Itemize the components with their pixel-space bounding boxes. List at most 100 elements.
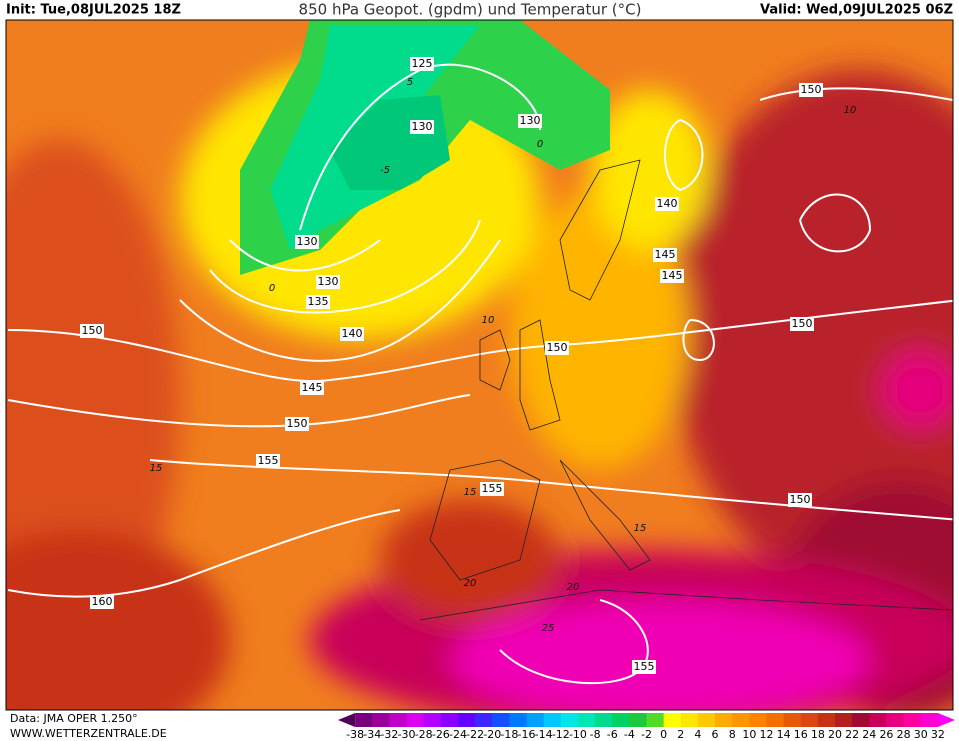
temperature-label: 20 — [464, 578, 477, 589]
geopotential-label: 155 — [634, 660, 655, 673]
legend-swatch — [629, 713, 647, 727]
label-box — [655, 197, 679, 211]
legend-swatch — [457, 713, 476, 727]
legend-swatch — [372, 713, 390, 727]
legend-label: -14 — [535, 728, 553, 741]
label-box — [410, 57, 434, 71]
geopotential-label: 145 — [302, 381, 323, 394]
geopotential-label: 130 — [318, 275, 339, 288]
legend-swatch — [543, 713, 562, 727]
legend-label: -26 — [432, 728, 450, 741]
label-box — [80, 324, 104, 338]
legend-label: 32 — [931, 728, 945, 741]
legend-swatch — [732, 713, 750, 727]
label-box — [340, 327, 364, 341]
temperature-label: 15 — [150, 463, 163, 474]
label-box — [256, 454, 280, 468]
legend-swatch — [595, 713, 613, 727]
geopotential-label: 130 — [520, 114, 541, 127]
legend-swatch — [423, 713, 442, 727]
legend-label: -18 — [500, 728, 518, 741]
geopotential-label: 140 — [342, 327, 363, 340]
legend-label: 30 — [914, 728, 928, 741]
legend-swatch — [869, 713, 887, 727]
legend-swatch — [852, 713, 870, 727]
legend-label: 10 — [742, 728, 756, 741]
legend-swatch — [886, 713, 905, 727]
geopotential-label: 150 — [792, 317, 813, 330]
legend-label: 12 — [759, 728, 773, 741]
legend-label: 22 — [845, 728, 859, 741]
legend-swatch — [715, 713, 733, 727]
legend-label: 8 — [729, 728, 736, 741]
geopotential-label: 125 — [412, 57, 433, 70]
legend-label: 6 — [712, 728, 719, 741]
legend-swatch — [612, 713, 630, 727]
geopotential-label: 130 — [297, 235, 318, 248]
geopotential-label: 145 — [655, 248, 676, 261]
legend-swatch — [680, 713, 699, 727]
label-box — [285, 417, 309, 431]
geopotential-label: 150 — [790, 493, 811, 506]
legend-label: -16 — [518, 728, 536, 741]
geopotential-label: 150 — [82, 324, 103, 337]
temperature-label: 15 — [464, 487, 477, 498]
label-box — [410, 120, 434, 134]
color-legend: -38 -34 -32 -30 -28 -26 -24 -22 -20 -18 -16 -14 -12-… — [338, 713, 955, 741]
legend-label: -22 — [466, 728, 484, 741]
legend-swatch — [440, 713, 459, 727]
legend-swatch — [749, 713, 767, 727]
legend-label: -8 — [590, 728, 601, 741]
label-box — [790, 317, 814, 331]
label-box — [788, 493, 812, 507]
geopotential-label: 150 — [547, 341, 568, 354]
legend-label: -4 — [624, 728, 635, 741]
legend-label: 2 — [677, 728, 684, 741]
legend-label: 16 — [794, 728, 808, 741]
legend-swatch — [338, 713, 356, 727]
legend-swatch — [937, 713, 955, 727]
legend-swatch — [406, 713, 425, 727]
temperature-label: 0 — [537, 139, 543, 150]
label-box — [295, 235, 319, 249]
site-name: WWW.WETTERZENTRALE.DE — [10, 727, 167, 740]
legend-label: 18 — [811, 728, 825, 741]
temperature-label: 5 — [407, 77, 413, 88]
label-box — [518, 114, 542, 128]
legend-label: -32 — [380, 728, 398, 741]
label-box — [306, 295, 330, 309]
legend-swatch — [577, 713, 596, 727]
temperature-label: 20 — [567, 582, 580, 593]
legend-label: -30 — [398, 728, 416, 741]
geopotential-label: 130 — [412, 120, 433, 133]
legend-swatch — [526, 713, 545, 727]
legend-swatch — [697, 713, 716, 727]
legend-swatch — [835, 713, 853, 727]
legend-label: 14 — [777, 728, 791, 741]
temperature-label: -5 — [380, 165, 390, 176]
temperature-label: 0 — [269, 283, 275, 294]
legend-label: -12 — [552, 728, 570, 741]
label-box — [660, 269, 684, 283]
temperature-label: 10 — [482, 315, 495, 326]
temperature-label: 15 — [634, 523, 647, 534]
valid-time: Valid: Wed,09JUL2025 06Z — [760, 3, 953, 18]
legend-swatch — [509, 713, 528, 727]
label-box — [799, 83, 823, 97]
geopotential-label: 160 — [92, 595, 113, 608]
legend-label: 28 — [897, 728, 911, 741]
legend-label: 20 — [828, 728, 842, 741]
geopotential-label: 150 — [801, 83, 822, 96]
legend-label: 4 — [694, 728, 701, 741]
legend-label: -28 — [415, 728, 433, 741]
legend-swatch — [783, 713, 802, 727]
geopotential-label: 150 — [287, 417, 308, 430]
legend-label: -6 — [607, 728, 618, 741]
map-title: 850 hPa Geopot. (gpdm) und Temperatur (°… — [299, 1, 642, 19]
geopotential-label: 135 — [308, 295, 329, 308]
label-box — [653, 248, 677, 262]
legend-swatch — [903, 713, 922, 727]
legend-label: -38 — [346, 728, 364, 741]
legend-swatch — [817, 713, 836, 727]
